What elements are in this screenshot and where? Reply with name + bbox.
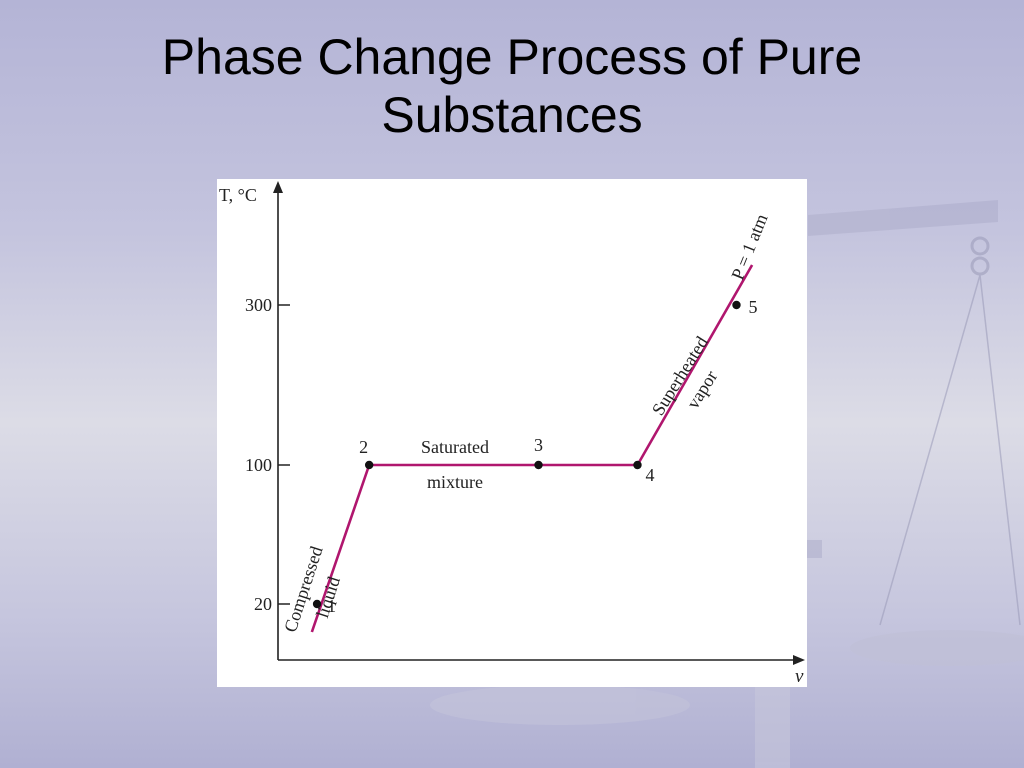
state-points: 1 2 3 4 5	[312, 297, 757, 616]
phase-change-chart: T, °C v 20 100 300 1 2 3 4 5 Compressed liquid…	[219, 181, 805, 687]
saturated-mixture-line-1: Saturated	[421, 437, 489, 457]
state-point-label-1: 1	[327, 596, 336, 616]
state-point-label-4: 4	[645, 465, 654, 485]
x-axis-label: v	[795, 666, 804, 687]
y-ticks: 20 100 300	[245, 295, 290, 614]
compressed-liquid-annotation: Compressed liquid	[280, 544, 344, 635]
superheated-vapor-annotation: Superheated vapor	[648, 333, 721, 419]
state-point-3	[534, 460, 543, 470]
y-axis-label: T, °C	[219, 185, 257, 205]
pressure-label: P = 1 atm	[727, 211, 771, 282]
state-point-4	[633, 460, 642, 470]
chart-panel: T, °C v 20 100 300 1 2 3 4 5 Compressed liquid…	[217, 179, 807, 687]
slide-title-line-2: Substances	[381, 87, 643, 143]
state-point-2	[364, 460, 374, 470]
y-tick-label: 100	[245, 455, 272, 475]
y-tick-label: 300	[245, 295, 272, 315]
state-point-1	[312, 599, 322, 609]
saturated-mixture-line-2: mixture	[427, 472, 483, 492]
y-axis-arrow	[273, 181, 283, 193]
state-point-5	[732, 300, 741, 310]
isobar-curve	[310, 264, 754, 633]
x-axis-arrow	[793, 655, 805, 665]
saturated-mixture-annotation: Saturated mixture	[421, 437, 489, 492]
state-point-label-5: 5	[748, 297, 757, 317]
y-tick-label: 20	[254, 594, 272, 614]
slide-title-line-1: Phase Change Process of Pure	[161, 29, 863, 85]
slide-title: Phase Change Process of Pure Substances	[0, 28, 1024, 144]
state-point-label-3: 3	[534, 435, 543, 455]
compressed-liquid-line-2: liquid	[312, 574, 344, 620]
state-point-label-2: 2	[359, 437, 368, 457]
pressure-annotation: P = 1 atm	[727, 211, 771, 282]
